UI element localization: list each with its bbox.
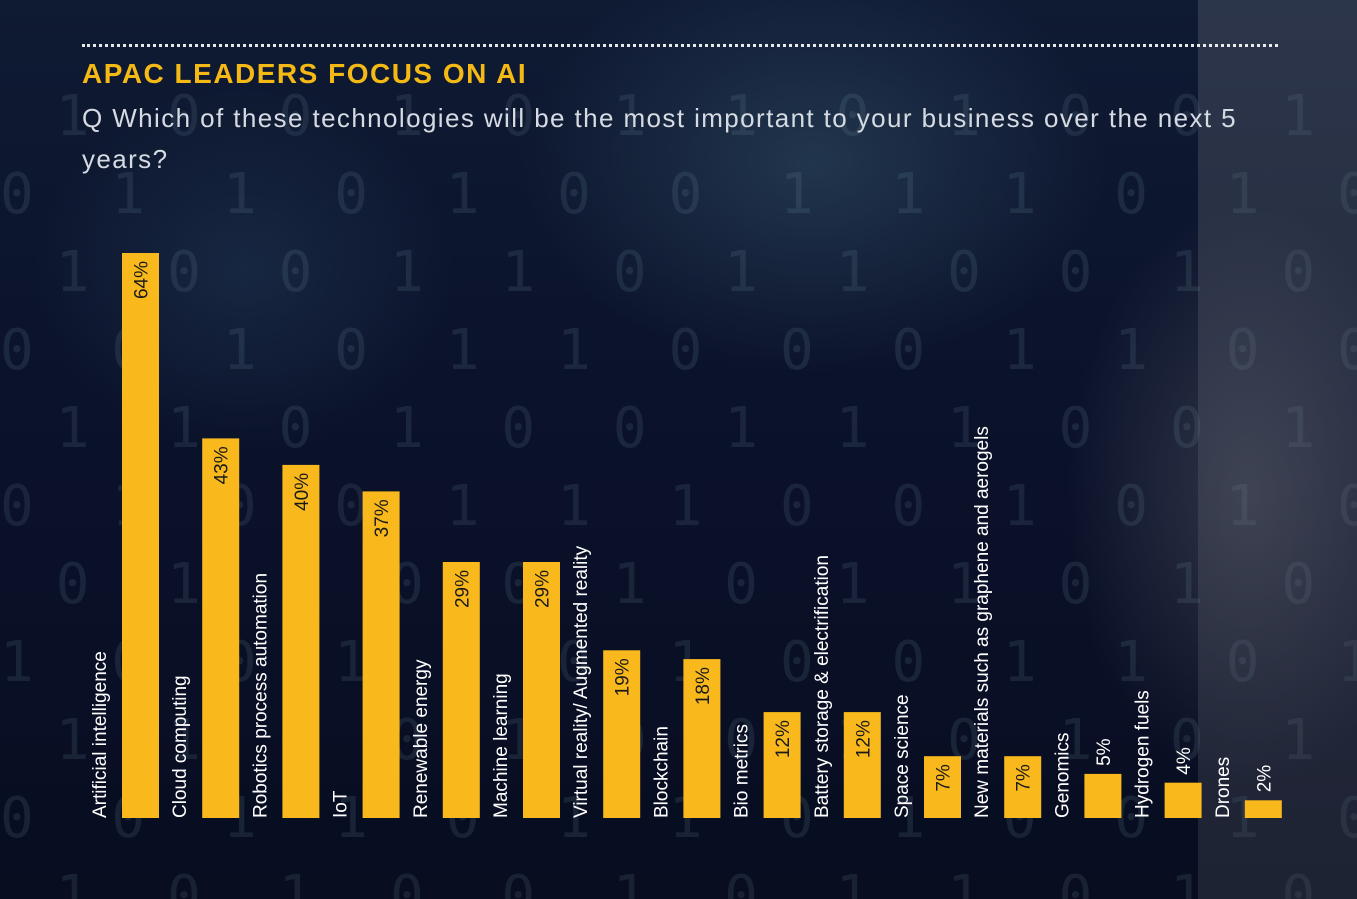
bar-13: [1164, 782, 1202, 818]
value-label-11: 7%: [1014, 764, 1035, 792]
bar-9: [843, 712, 881, 818]
value-label-14: 2%: [1254, 765, 1275, 793]
value-label-5: 29%: [533, 570, 554, 608]
bar-1: [202, 438, 240, 818]
chart-title: APAC LEADERS FOCUS ON AI: [82, 58, 528, 89]
value-label-9: 12%: [853, 720, 874, 758]
dotted-rule: [82, 44, 1278, 47]
value-label-3: 37%: [372, 499, 393, 537]
category-label-6: Virtual reality/ Augmented reality: [571, 545, 592, 818]
category-label-0: Artificial intelligence: [90, 651, 111, 818]
category-label-4: Renewable energy: [411, 659, 432, 818]
chart-subtitle: Q Which of these technologies will be th…: [82, 103, 1238, 174]
category-label-1: Cloud computing: [170, 675, 191, 818]
category-label-10: Space science: [892, 694, 913, 818]
right-photo-panel: [1198, 0, 1357, 899]
bar-10: [924, 756, 961, 818]
value-label-8: 12%: [773, 720, 794, 758]
bar-4: [442, 562, 480, 818]
value-label-1: 43%: [212, 446, 233, 484]
bar-8: [763, 712, 801, 818]
value-label-7: 18%: [693, 667, 714, 705]
bar-11: [1004, 756, 1042, 818]
category-label-7: Blockchain: [651, 726, 672, 818]
category-label-9: Battery storage & electrification: [812, 555, 833, 818]
category-label-11: New materials such as graphene and aerog…: [972, 426, 993, 818]
bar-2: [282, 464, 320, 818]
value-label-2: 40%: [292, 473, 313, 511]
bar-0: [122, 253, 159, 818]
bar-14: [1244, 800, 1282, 818]
value-label-6: 19%: [613, 658, 634, 696]
bar-7: [683, 659, 721, 818]
value-label-13: 4%: [1174, 747, 1195, 775]
value-label-4: 29%: [452, 570, 473, 608]
value-label-10: 7%: [934, 764, 955, 792]
category-label-12: Genomics: [1052, 732, 1073, 818]
bar-3: [362, 491, 400, 818]
category-label-8: Bio metrics: [732, 724, 753, 818]
bar-12: [1084, 773, 1122, 818]
value-label-0: 64%: [132, 261, 153, 299]
value-label-12: 5%: [1094, 738, 1115, 766]
category-label-5: Machine learning: [491, 673, 512, 818]
category-label-13: Hydrogen fuels: [1133, 690, 1154, 818]
bar-6: [603, 650, 641, 818]
category-label-2: Robotics process automation: [250, 573, 271, 818]
bar-5: [523, 562, 560, 818]
category-label-14: Drones: [1213, 757, 1234, 818]
category-label-3: IoT: [331, 790, 352, 818]
